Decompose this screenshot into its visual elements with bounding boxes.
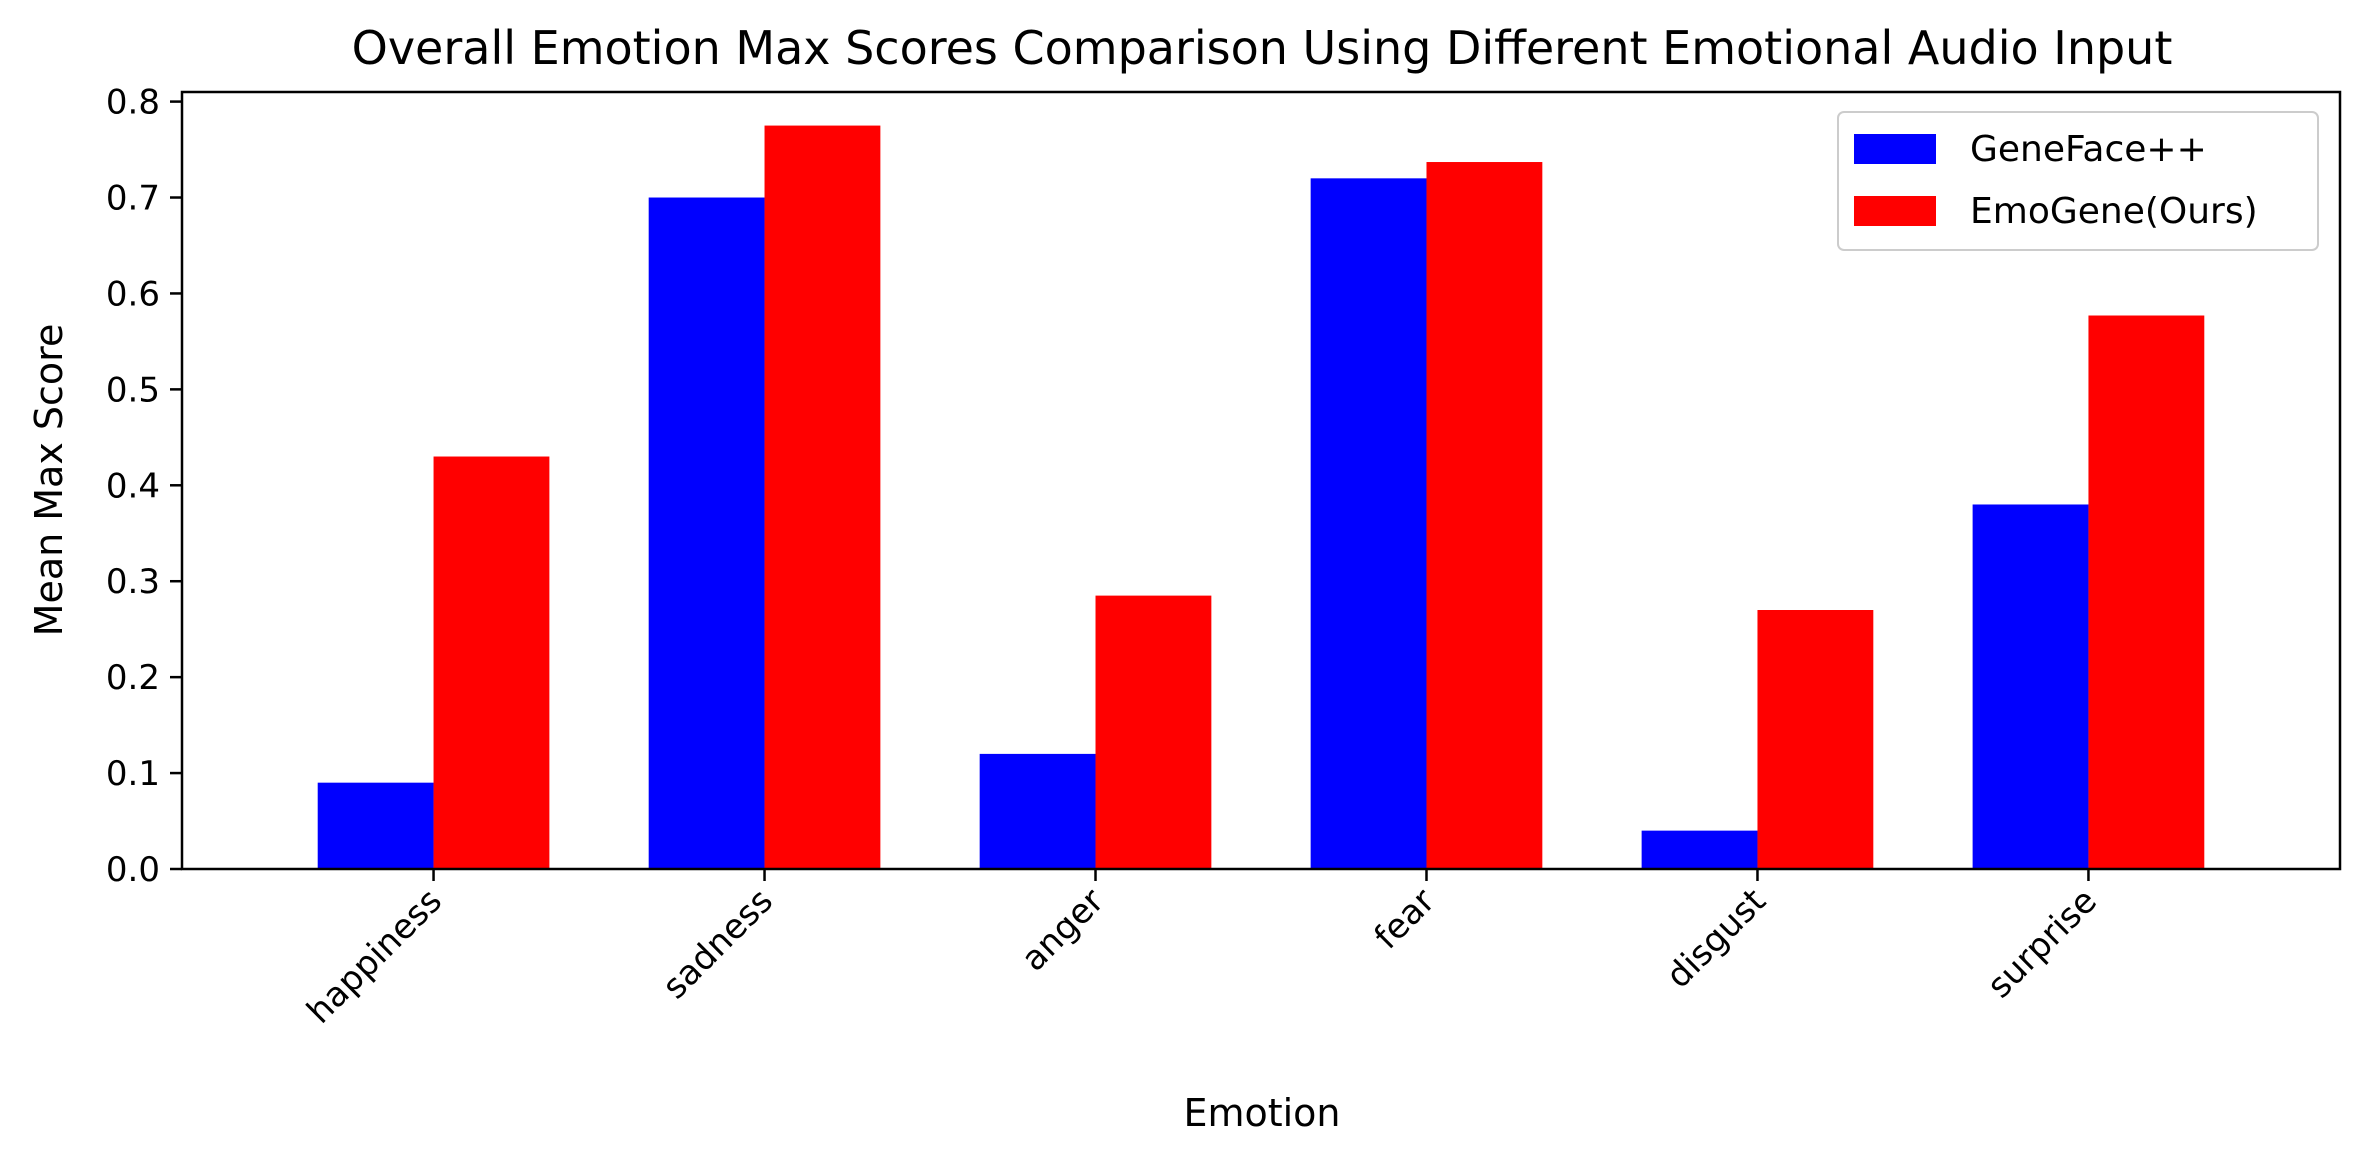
y-tick-label: 0.4 [106,466,160,506]
x-tick-label-happiness: happiness [299,881,450,1032]
legend-box [1837,111,2319,251]
y-tick-label: 0.3 [106,562,160,602]
bar-disgust-series-2 [1757,610,1874,869]
y-tick-label: 0.2 [106,658,160,698]
y-tick-label: 0.5 [106,370,160,410]
bar-anger-series-2 [1095,595,1212,869]
chart-title: Overall Emotion Max Scores Comparison Us… [352,21,2173,75]
bar-happiness-series-2 [433,456,550,869]
legend-label: EmoGene(Ours) [1970,191,2258,232]
bar-happiness-series-1 [317,782,434,869]
x-axis-label: Emotion [1183,1091,1340,1135]
y-tick-label: 0.6 [106,274,160,314]
bar-disgust-series-1 [1641,830,1758,869]
y-tick-label: 0.0 [106,850,160,890]
legend-swatch [1854,134,1936,164]
bar-fear-series-1 [1310,178,1427,870]
bar-sadness-series-2 [764,125,881,869]
x-tick-label-sadness: sadness [655,881,781,1007]
y-axis: 0.0 0.1 0.2 0.3 0.4 0.5 0.6 0.7 0.8 [106,83,182,890]
x-tick-label-fear: fear [1367,881,1443,957]
x-axis: happiness sadness anger fear disgust surprise [299,869,2105,1032]
bar-surprise-series-2 [2088,315,2205,869]
bars-group [317,125,2205,870]
y-tick-label: 0.1 [106,754,160,794]
x-tick-label-anger: anger [1014,881,1112,979]
bar-sadness-series-1 [648,197,765,869]
plot-frame [180,90,2342,871]
bar-fear-series-2 [1426,162,1543,869]
legend-swatch [1854,196,1936,226]
y-tick-label: 0.7 [106,179,160,219]
bar-anger-series-1 [979,753,1096,869]
bar-surprise-series-1 [1972,504,2089,869]
y-tick-label: 0.8 [106,83,160,123]
legend-label: GeneFace++ [1970,129,2207,170]
x-tick-label-surprise: surprise [1980,881,2105,1006]
y-axis-label: Mean Max Score [27,324,71,637]
legend: GeneFace++ EmoGene(Ours) [1837,111,2319,251]
x-tick-label-disgust: disgust [1659,881,1774,996]
